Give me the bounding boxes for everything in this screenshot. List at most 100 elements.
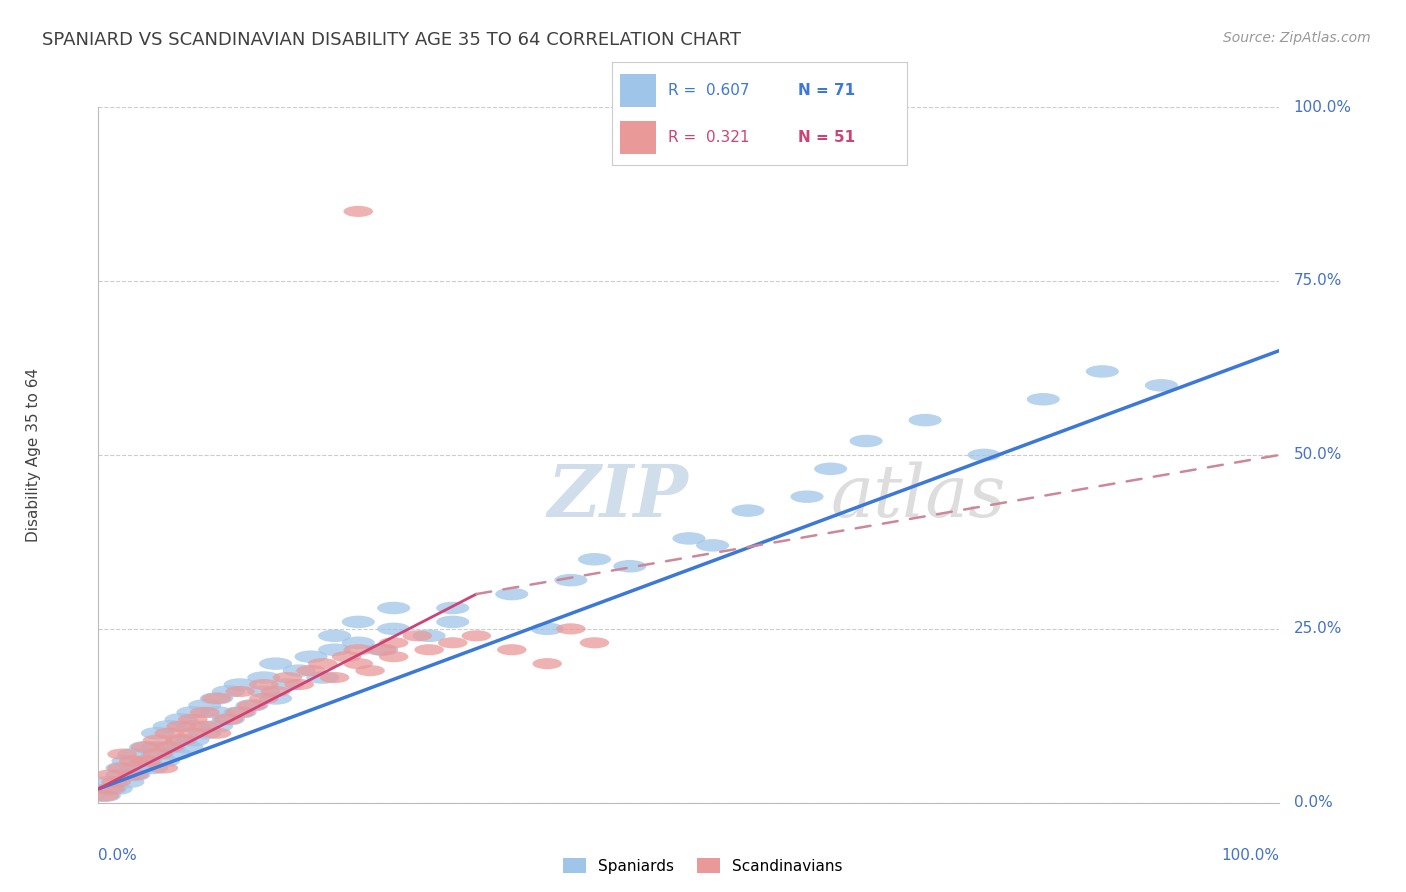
Ellipse shape [1085,365,1119,377]
Ellipse shape [107,763,136,773]
Ellipse shape [111,755,145,767]
Ellipse shape [87,789,121,802]
Ellipse shape [176,706,209,719]
Ellipse shape [342,615,375,628]
Ellipse shape [849,434,883,447]
Ellipse shape [170,741,204,754]
Ellipse shape [166,735,195,746]
Ellipse shape [149,763,179,773]
Text: R =  0.321: R = 0.321 [668,130,749,145]
Ellipse shape [90,790,120,801]
Ellipse shape [96,783,125,795]
Ellipse shape [495,588,529,600]
Ellipse shape [259,692,292,705]
Text: Disability Age 35 to 64: Disability Age 35 to 64 [25,368,41,542]
Ellipse shape [105,769,139,781]
Ellipse shape [120,770,149,780]
Ellipse shape [212,685,245,698]
Ellipse shape [332,651,361,662]
Ellipse shape [143,748,173,760]
Ellipse shape [380,651,408,662]
Ellipse shape [343,206,373,217]
Ellipse shape [143,735,173,746]
Ellipse shape [308,658,337,669]
Text: Source: ZipAtlas.com: Source: ZipAtlas.com [1223,31,1371,45]
Ellipse shape [814,463,848,475]
Ellipse shape [343,644,373,656]
Ellipse shape [96,770,125,780]
Ellipse shape [131,756,160,766]
Ellipse shape [247,685,280,698]
Text: N = 51: N = 51 [797,130,855,145]
Ellipse shape [153,741,186,754]
Ellipse shape [790,491,824,503]
Ellipse shape [557,624,586,634]
Ellipse shape [141,727,174,739]
Text: 25.0%: 25.0% [1294,622,1341,636]
Ellipse shape [225,706,254,718]
Ellipse shape [200,692,233,705]
Ellipse shape [436,602,470,615]
Ellipse shape [105,762,139,774]
Ellipse shape [107,748,136,760]
Ellipse shape [179,714,208,725]
Ellipse shape [159,747,191,760]
Text: 0.0%: 0.0% [98,848,138,863]
Ellipse shape [284,679,314,690]
Ellipse shape [377,623,411,635]
Ellipse shape [200,706,233,719]
Ellipse shape [190,721,219,731]
Ellipse shape [366,643,398,656]
Ellipse shape [100,782,132,795]
Ellipse shape [356,665,385,676]
Ellipse shape [412,630,446,642]
Ellipse shape [155,741,184,753]
Text: R =  0.607: R = 0.607 [668,83,749,97]
Ellipse shape [731,504,765,516]
Ellipse shape [967,449,1001,461]
Ellipse shape [176,734,209,747]
Ellipse shape [200,720,233,732]
Ellipse shape [318,630,352,642]
Ellipse shape [165,734,198,747]
Ellipse shape [1026,393,1060,406]
Ellipse shape [554,574,588,586]
Ellipse shape [153,720,186,732]
Ellipse shape [238,700,267,711]
Ellipse shape [135,762,169,774]
Ellipse shape [120,756,149,766]
Ellipse shape [224,706,257,719]
Ellipse shape [129,755,162,767]
Ellipse shape [94,782,127,795]
Ellipse shape [117,769,150,781]
Ellipse shape [224,678,257,690]
Ellipse shape [436,615,470,628]
Ellipse shape [461,631,491,641]
Ellipse shape [188,699,221,712]
Ellipse shape [530,623,564,635]
Ellipse shape [579,637,609,648]
Ellipse shape [271,678,304,690]
Ellipse shape [498,644,526,656]
Ellipse shape [342,637,375,649]
Ellipse shape [297,665,326,676]
Ellipse shape [343,658,373,669]
Text: 0.0%: 0.0% [1294,796,1333,810]
Ellipse shape [439,637,467,648]
Ellipse shape [202,693,232,704]
Ellipse shape [696,539,730,551]
Ellipse shape [225,686,254,697]
Ellipse shape [578,553,612,566]
Ellipse shape [101,776,131,788]
Ellipse shape [247,672,280,684]
Text: ZIP: ZIP [547,461,688,533]
Ellipse shape [321,672,349,683]
Text: 50.0%: 50.0% [1294,448,1341,462]
Ellipse shape [415,644,444,656]
Ellipse shape [131,741,160,753]
Ellipse shape [1144,379,1178,392]
Ellipse shape [179,728,208,739]
Ellipse shape [166,721,195,731]
Ellipse shape [190,706,219,718]
Ellipse shape [380,637,408,648]
